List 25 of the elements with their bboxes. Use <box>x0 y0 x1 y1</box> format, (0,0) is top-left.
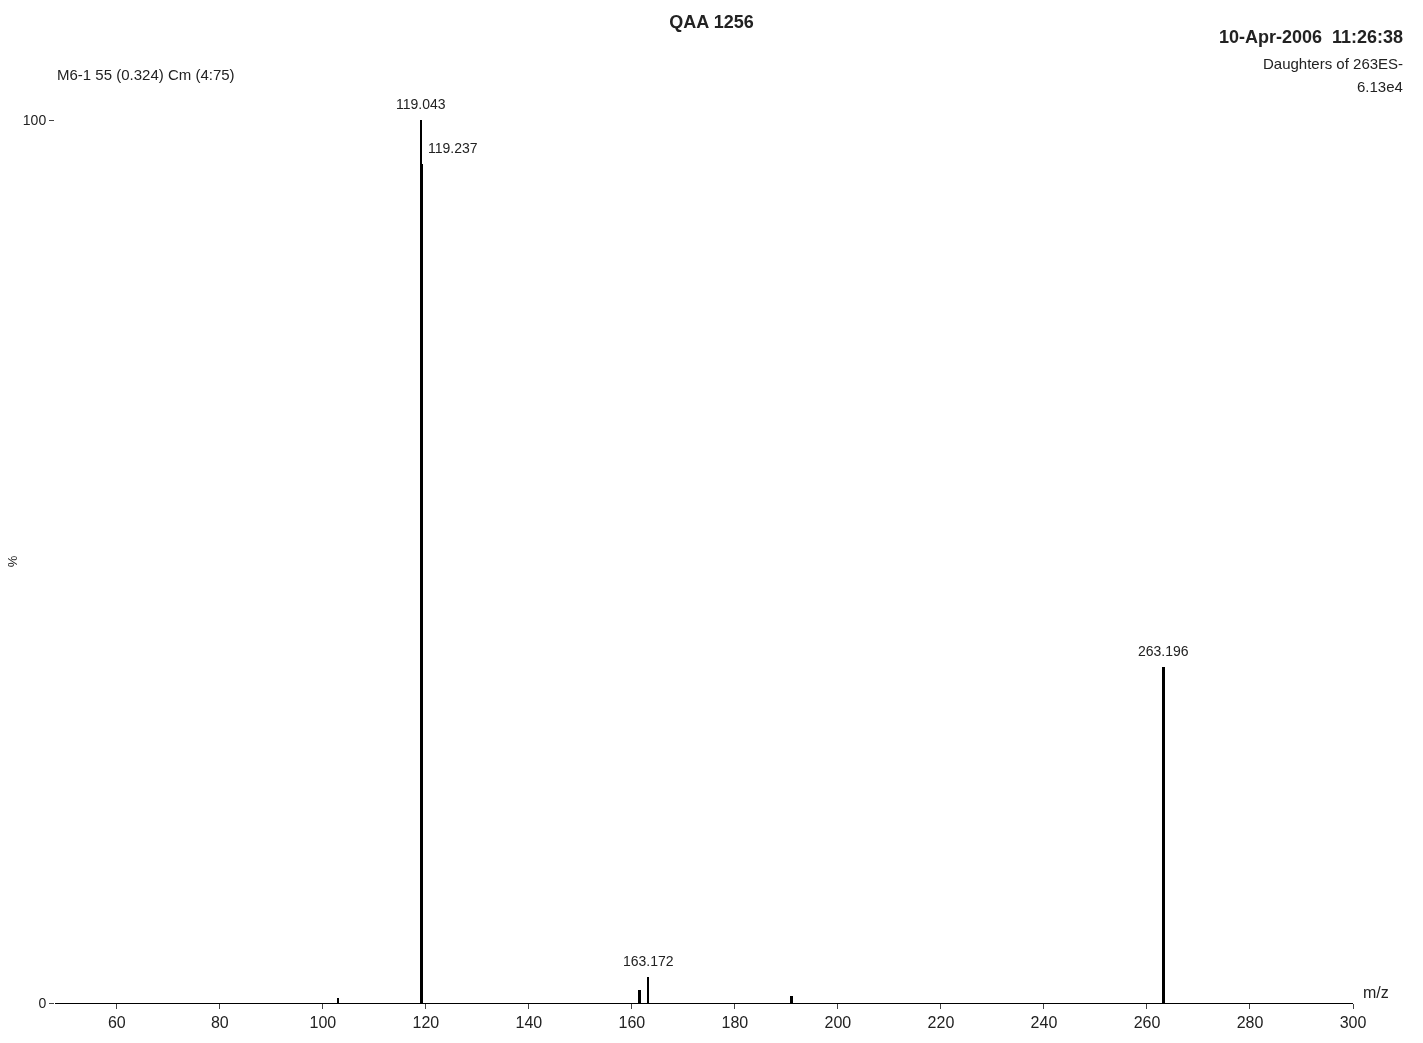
text: 10-Apr-2006 11:26:38 <box>1219 27 1404 47</box>
x-tick-label: 220 <box>927 1014 955 1032</box>
x-tick-label: 160 <box>618 1014 646 1032</box>
y-axis-title: % <box>4 555 20 568</box>
x-tick-label: 60 <box>107 1014 126 1032</box>
annotation: 119.043 <box>396 96 446 112</box>
x-axis-title: m/z <box>1363 984 1389 1001</box>
x-tick-label: 260 <box>1133 1014 1161 1032</box>
annotation: 163.172 <box>623 953 674 969</box>
chart-title: QAA 1256 <box>669 12 754 33</box>
x-tick-label: 100 <box>309 1014 337 1032</box>
x-tick-label: 120 <box>412 1014 440 1032</box>
annotation: 263.196 <box>1138 643 1189 659</box>
y-tick-label: 0 <box>38 994 47 1011</box>
annotation: 119.237 <box>428 140 478 156</box>
x-tick-label: 200 <box>824 1014 852 1032</box>
x-tick-label: 300 <box>1339 1014 1367 1032</box>
text: 6.13e4 <box>1357 78 1403 95</box>
text: M6-1 55 (0.324) Cm (4:75) <box>57 66 235 83</box>
x-tick-label: 280 <box>1236 1014 1264 1032</box>
x-tick-label: 80 <box>210 1014 229 1032</box>
text: Daughters of 263ES- <box>1263 55 1404 72</box>
x-tick-label: 140 <box>515 1014 543 1032</box>
x-tick-label: 180 <box>721 1014 749 1032</box>
x-tick-label: 240 <box>1030 1014 1058 1032</box>
